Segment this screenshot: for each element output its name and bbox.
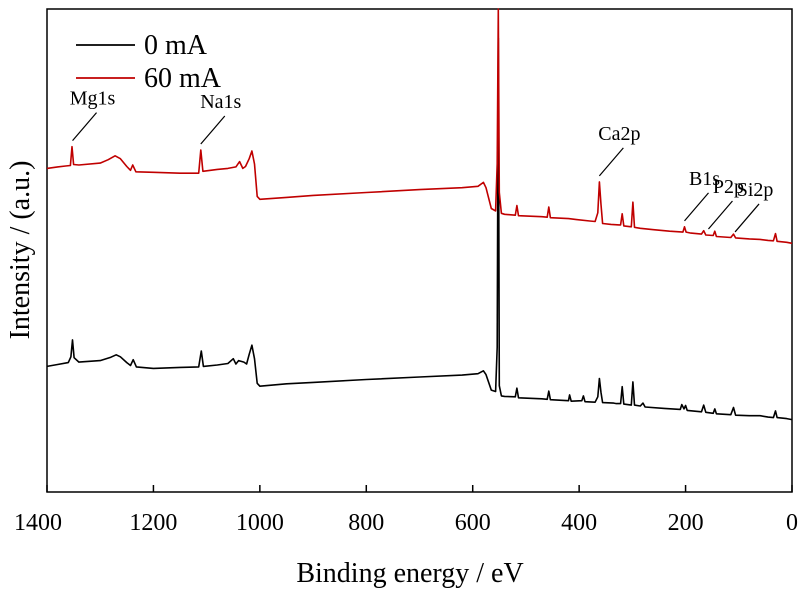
x-axis-title: Binding energy / eV xyxy=(296,558,523,589)
plot-frame xyxy=(46,8,793,493)
peak-leader-line xyxy=(598,147,624,177)
x-tick-label: 0 xyxy=(786,510,798,536)
x-tick-label: 200 xyxy=(668,510,704,536)
x-tick-label: 1400 xyxy=(14,510,62,536)
series-line-60ma xyxy=(46,8,793,245)
y-axis-title: Intensity / (a.u.) xyxy=(5,161,36,340)
x-tick-label: 800 xyxy=(348,510,384,536)
x-axis: 1400 1200 1000 800 600 400 200 0 xyxy=(14,485,798,536)
peak-leader-line xyxy=(707,200,733,230)
peak-label: Ca2p xyxy=(598,123,640,145)
x-tick-label: 1200 xyxy=(129,510,177,536)
peak-leader-line xyxy=(72,112,97,142)
x-tick-label: 400 xyxy=(561,510,597,536)
series-layer xyxy=(46,8,793,421)
x-tick-label: 600 xyxy=(455,510,491,536)
series-line-0ma xyxy=(46,37,793,421)
peak-leader-line xyxy=(684,192,709,222)
legend-label: 0 mA xyxy=(144,30,208,61)
peak-label: Na1s xyxy=(200,91,241,113)
legend-label: 60 mA xyxy=(144,63,222,94)
peak-label: P2p xyxy=(713,176,744,198)
x-tick-label: 1000 xyxy=(236,510,284,536)
peak-leader-line xyxy=(734,203,760,233)
peak-label: Mg1s xyxy=(70,88,116,110)
peak-label: Si2p xyxy=(737,179,774,201)
peak-leader-line xyxy=(200,115,226,145)
peak-label: B1s xyxy=(689,168,720,190)
